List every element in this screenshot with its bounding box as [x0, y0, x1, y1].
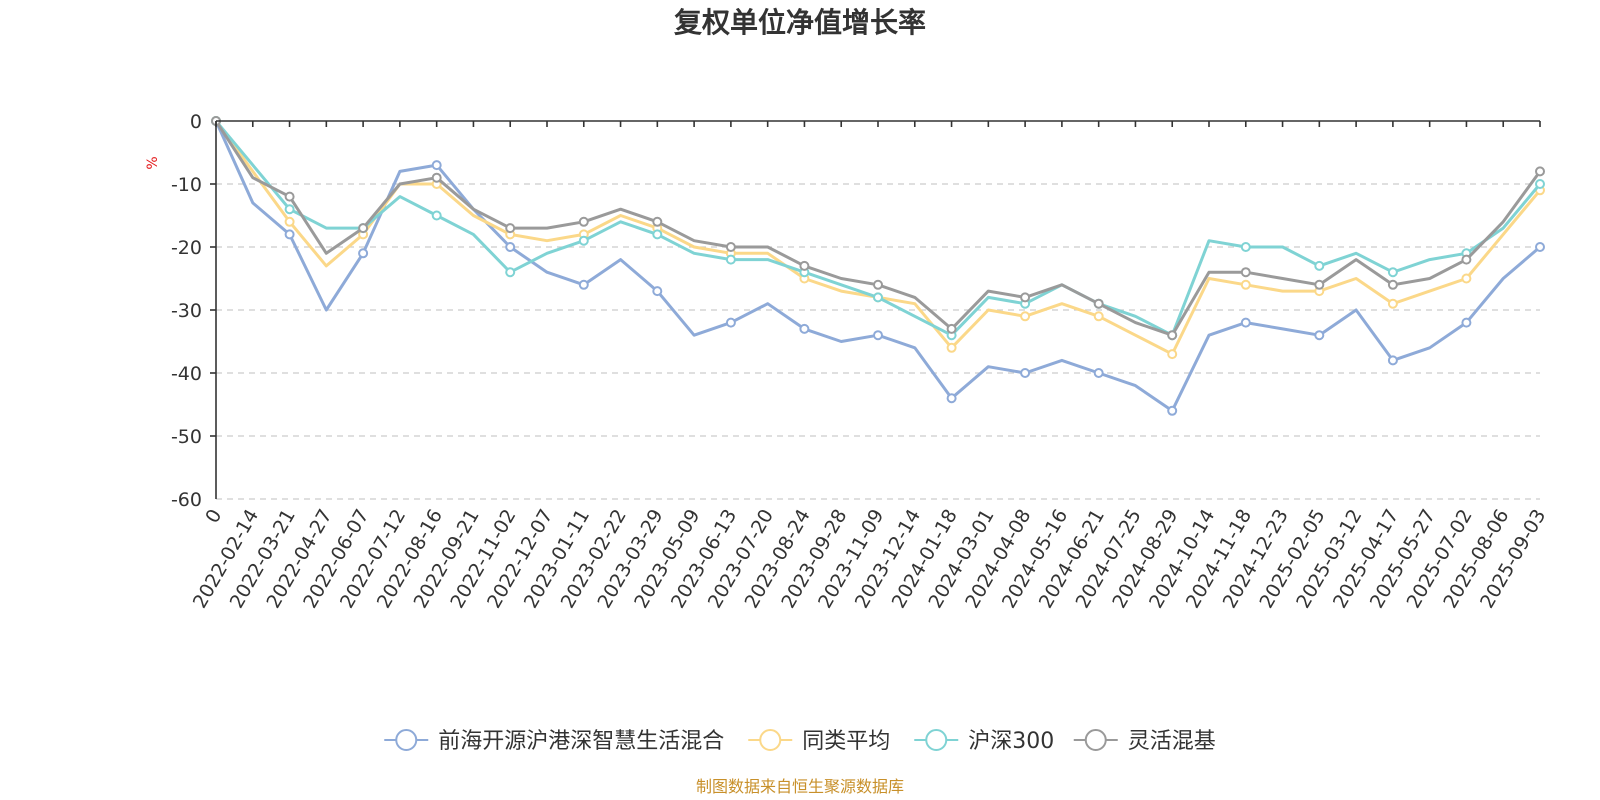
series-0-point: [505, 242, 516, 252]
series-3-point: [1093, 298, 1104, 309]
legend-marker-icon: [759, 729, 782, 751]
y-tick-label: -10: [171, 174, 202, 196]
series-3-point: [505, 223, 516, 234]
series-1-point: [1461, 273, 1472, 284]
legend[interactable]: 前海开源沪港深智慧生活混合 同类平均 沪深300 灵活混基: [384, 729, 1216, 754]
series-2-point: [1387, 267, 1398, 278]
y-tick-labels: 0 -10 -20 -30 -40 -50 -60: [171, 111, 202, 511]
series-1-point: [1387, 298, 1398, 309]
legend-marker-icon: [1084, 729, 1107, 751]
axes: [210, 120, 1541, 499]
series-3-point: [1020, 292, 1031, 303]
series-2-point: [431, 210, 442, 221]
y-tick-label: -30: [171, 300, 202, 322]
legend-label: 同类平均: [802, 729, 890, 754]
series-1-point: [1093, 311, 1104, 322]
legend-marker-icon: [925, 729, 948, 751]
series-0-point: [725, 317, 736, 328]
series-2-point: [284, 204, 295, 215]
series-0-point: [1314, 330, 1325, 341]
series-3-point: [1240, 267, 1251, 278]
legend-item-0[interactable]: 前海开源沪港深智慧生活混合: [384, 729, 724, 754]
series-0-point: [1020, 368, 1031, 378]
series-0-point: [1535, 242, 1545, 252]
series-0-point: [431, 160, 442, 171]
series-2-point: [505, 267, 516, 278]
legend-label: 沪深300: [968, 729, 1054, 754]
series-0-point: [1093, 368, 1104, 378]
series-2-point: [873, 292, 883, 303]
y-tick-label: -50: [171, 426, 202, 448]
series-1-point: [946, 342, 957, 353]
series-lines: [211, 116, 1545, 416]
series-1-point: [284, 216, 295, 227]
series-1-point: [1020, 311, 1031, 322]
series-0-point: [1387, 355, 1398, 366]
series-1-point: [1167, 349, 1178, 360]
series-3-point: [652, 216, 663, 227]
legend-item-2[interactable]: 沪深300: [914, 729, 1054, 754]
series-line-0: [214, 120, 1541, 413]
series-3-point: [284, 191, 295, 202]
series-3-point: [358, 223, 369, 234]
grid: [216, 183, 1540, 500]
series-0-point: [1461, 317, 1472, 328]
series-1-point: [1240, 279, 1251, 290]
data-source-note: 制图数据来自恒生聚源数据库: [696, 777, 904, 796]
y-tick-label: -20: [171, 237, 202, 259]
series-3-point: [946, 323, 957, 334]
series-0-point: [284, 229, 295, 240]
series-0-point: [578, 279, 589, 290]
series-3-point: [578, 216, 589, 227]
chart-title: 复权单位净值增长率: [674, 6, 926, 39]
y-tick-label: -40: [171, 363, 202, 385]
legend-label: 前海开源沪港深智慧生活混合: [438, 729, 724, 754]
series-3-point: [1461, 254, 1472, 265]
legend-item-3[interactable]: 灵活混基: [1073, 729, 1216, 754]
series-3-point: [1535, 166, 1545, 177]
x-tick-label: 0: [201, 506, 226, 527]
series-3-point: [799, 260, 810, 271]
series-0-point: [946, 393, 957, 404]
series-2-point: [1535, 179, 1545, 189]
series-3-point: [431, 172, 442, 183]
x-tick-labels: 02022-02-142022-03-212022-04-272022-06-0…: [189, 505, 1550, 612]
legend-marker-icon: [395, 729, 418, 751]
y-axis-unit: %: [145, 156, 161, 169]
series-3-point: [873, 279, 883, 290]
series-0-point: [799, 323, 810, 334]
series-3-point: [1314, 279, 1325, 290]
series-0-point: [1240, 317, 1251, 328]
legend-label: 灵活混基: [1128, 729, 1216, 754]
y-tick-label: -60: [171, 489, 202, 511]
legend-item-1[interactable]: 同类平均: [748, 729, 890, 754]
series-3-point: [1387, 279, 1398, 290]
series-3-point: [725, 242, 736, 252]
series-line-3: [214, 120, 1542, 337]
series-0-point: [1167, 405, 1178, 416]
series-2-point: [1240, 242, 1251, 252]
series-2-point: [578, 235, 589, 246]
series-0-point: [652, 286, 663, 297]
series-0-point: [873, 330, 883, 341]
series-0-point: [358, 248, 369, 259]
series-2-point: [1314, 260, 1325, 271]
y-tick-label: 0: [190, 111, 202, 133]
series-3-point: [1167, 330, 1178, 341]
series-2-point: [652, 229, 663, 240]
series-2-point: [725, 254, 736, 265]
series-line-2: [214, 120, 1542, 337]
